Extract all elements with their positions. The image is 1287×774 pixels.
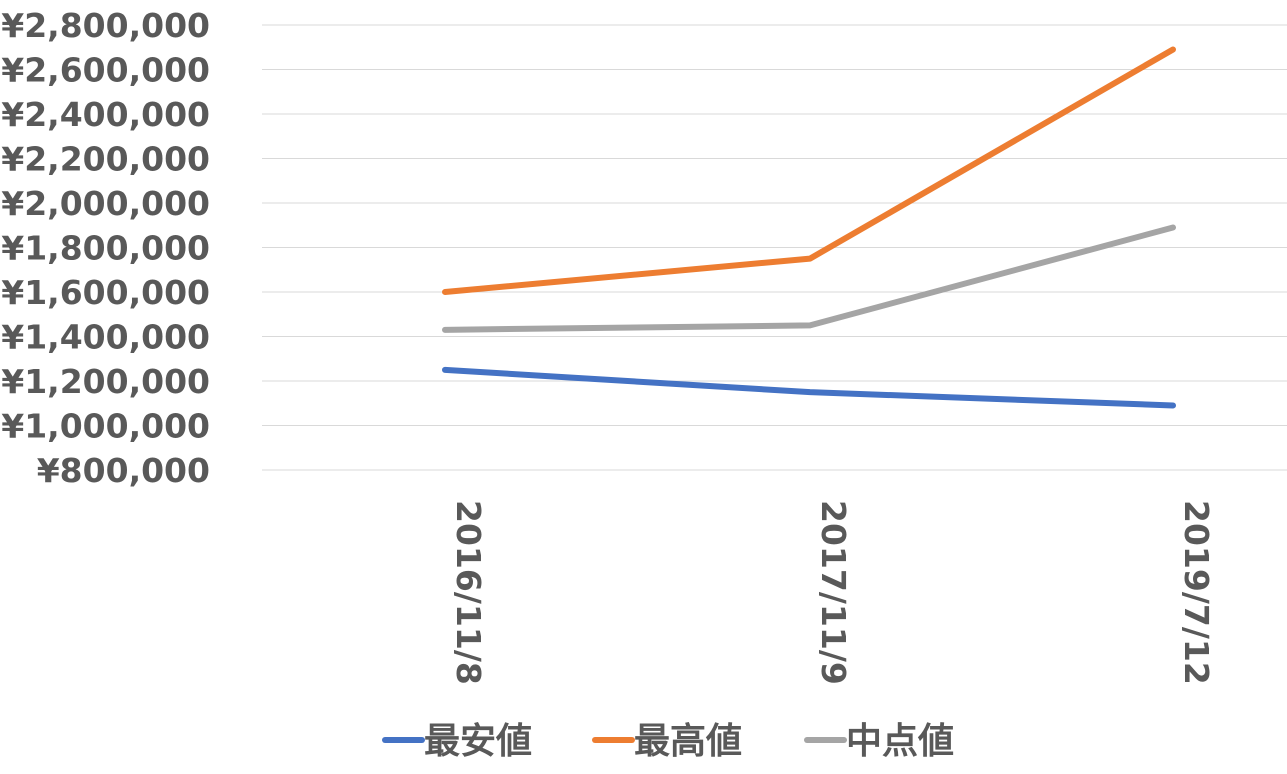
y-tick-label: ¥1,600,000 — [1, 273, 210, 312]
x-axis-ticks: 2016/11/8 2017/11/9 2019/7/12 — [449, 500, 1216, 685]
y-axis-ticks: ¥800,000 ¥1,000,000 ¥1,200,000 ¥1,400,000 ¥1… — [1, 6, 210, 490]
legend: 最安値 最高値 中点値 — [382, 721, 954, 762]
y-tick-label: ¥1,000,000 — [1, 407, 210, 446]
x-tick-label: 2016/11/8 — [449, 500, 488, 685]
legend-label: 最安値 — [424, 721, 532, 762]
gridlines — [262, 24, 1287, 471]
y-tick-label: ¥2,000,000 — [1, 184, 210, 223]
legend-label: 最高値 — [634, 721, 742, 762]
y-tick-label: ¥1,800,000 — [1, 229, 210, 268]
y-tick-label: ¥2,400,000 — [1, 95, 210, 134]
y-tick-label: ¥800,000 — [37, 451, 210, 490]
series-line-0 — [442, 366, 1176, 409]
series-line-1 — [442, 46, 1176, 295]
series-line-2 — [442, 224, 1176, 333]
y-tick-label: ¥1,400,000 — [1, 318, 210, 357]
legend-label: 中点値 — [846, 721, 954, 762]
y-tick-label: ¥2,200,000 — [1, 140, 210, 179]
series-lines — [442, 46, 1176, 409]
y-tick-label: ¥1,200,000 — [1, 362, 210, 401]
x-tick-label: 2019/7/12 — [1177, 500, 1216, 685]
y-tick-label: ¥2,600,000 — [1, 51, 210, 90]
y-tick-label: ¥2,800,000 — [1, 6, 210, 45]
x-tick-label: 2017/11/9 — [814, 500, 853, 685]
